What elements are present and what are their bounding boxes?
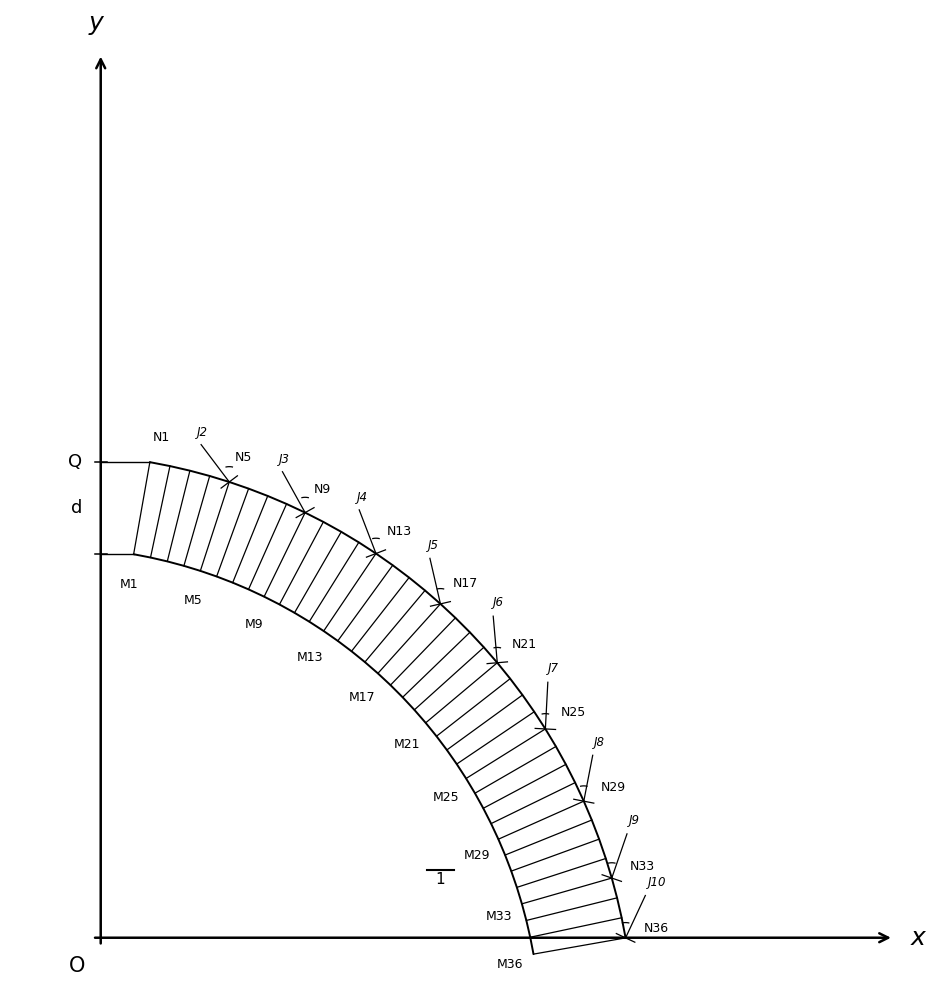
- Text: J2: J2: [197, 426, 208, 439]
- Text: N13: N13: [386, 525, 412, 538]
- Text: J4: J4: [357, 491, 368, 504]
- Text: J7: J7: [548, 662, 559, 675]
- Text: M25: M25: [432, 791, 459, 804]
- Text: J10: J10: [648, 876, 667, 889]
- Text: M9: M9: [244, 618, 263, 631]
- Text: N33: N33: [630, 860, 655, 873]
- Text: N29: N29: [601, 781, 626, 794]
- Text: M1: M1: [120, 578, 139, 591]
- Text: J6: J6: [493, 596, 503, 609]
- Text: M29: M29: [464, 849, 490, 862]
- Text: N5: N5: [235, 451, 253, 464]
- Text: M33: M33: [486, 910, 513, 923]
- Text: J9: J9: [629, 814, 640, 827]
- Text: N17: N17: [453, 577, 479, 590]
- Text: N25: N25: [561, 706, 587, 719]
- Text: 1: 1: [436, 872, 446, 887]
- Text: J3: J3: [279, 453, 290, 466]
- Text: J8: J8: [594, 736, 605, 749]
- Text: d: d: [71, 499, 82, 517]
- Text: M17: M17: [349, 691, 376, 704]
- Text: y: y: [89, 11, 104, 35]
- Text: N21: N21: [512, 638, 536, 651]
- Text: M13: M13: [297, 651, 324, 664]
- Text: N9: N9: [313, 483, 330, 496]
- Text: M5: M5: [184, 594, 202, 607]
- Text: N36: N36: [644, 922, 669, 935]
- Text: M21: M21: [394, 738, 421, 751]
- Text: O: O: [69, 956, 85, 976]
- Text: J5: J5: [429, 539, 439, 552]
- Text: N1: N1: [153, 431, 170, 444]
- Text: Q: Q: [68, 453, 82, 471]
- Text: M36: M36: [497, 958, 523, 971]
- Text: x: x: [911, 926, 925, 950]
